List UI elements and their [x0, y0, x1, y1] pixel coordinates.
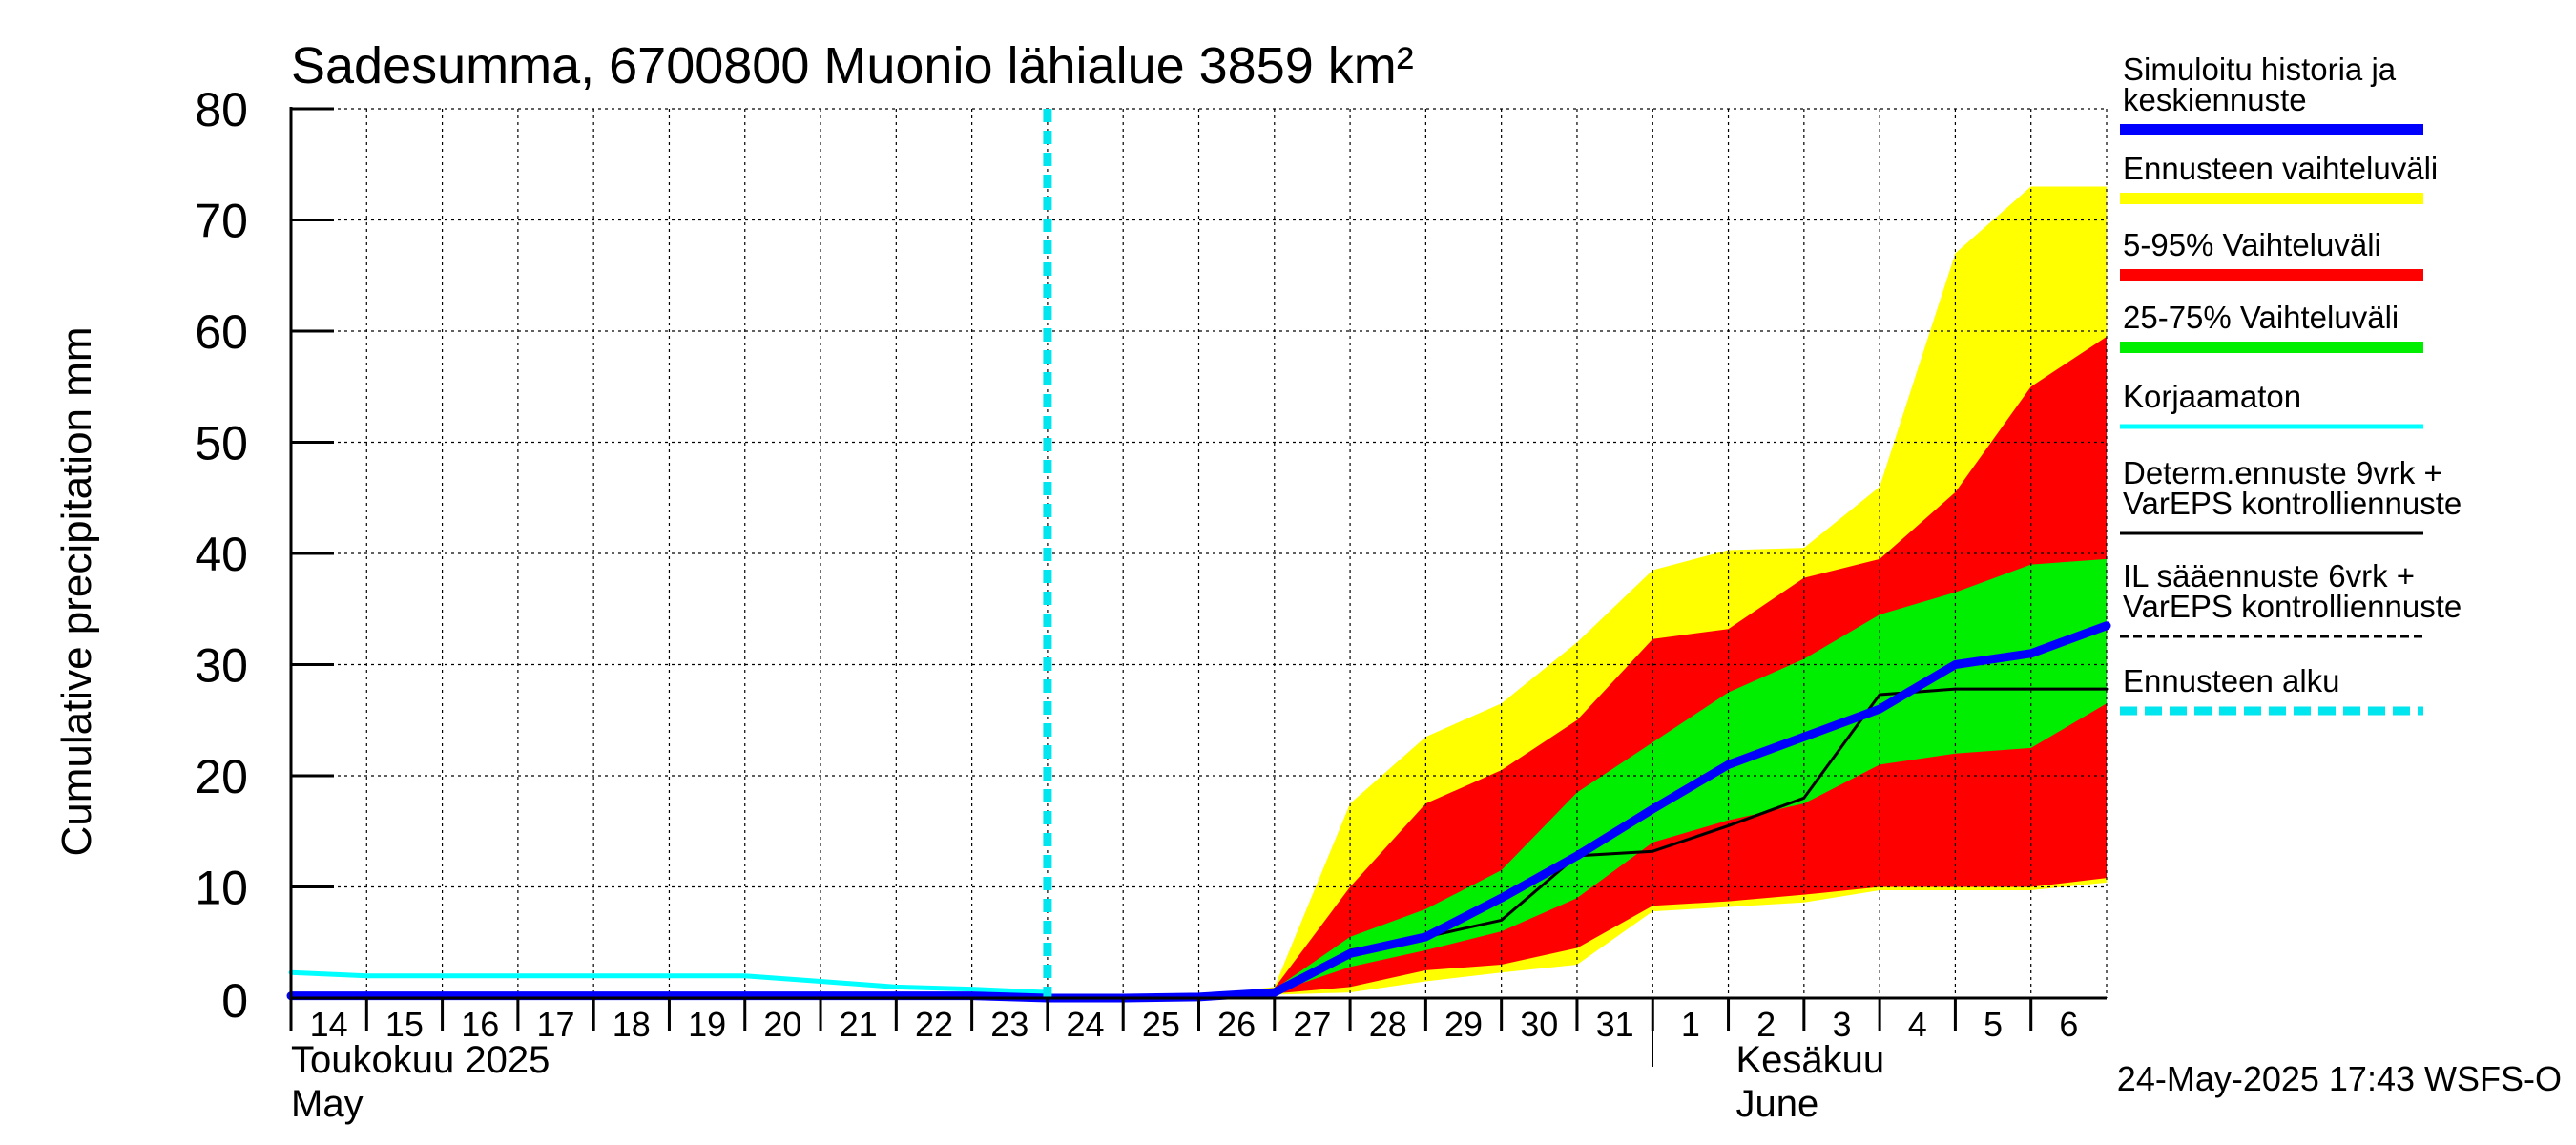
x-tick-label: 24: [1067, 1005, 1105, 1044]
y-tick-label: 20: [195, 750, 248, 803]
x-tick-label: 31: [1596, 1005, 1634, 1044]
legend-item-4: 25-75% Vaihteluväli: [2120, 300, 2423, 353]
x-tick-label: 17: [536, 1005, 574, 1044]
legend-label: 5-95% Vaihteluväli: [2123, 227, 2381, 262]
x-tick-label: 23: [990, 1005, 1028, 1044]
x-tick-label: 2: [1756, 1005, 1776, 1044]
month-label-june-en: June: [1735, 1083, 1818, 1125]
x-tick-label: 30: [1520, 1005, 1558, 1044]
legend-item-3: 5-95% Vaihteluväli: [2120, 227, 2423, 281]
x-tick-label: 26: [1217, 1005, 1256, 1044]
x-tick-label: 28: [1369, 1005, 1407, 1044]
x-tick-label: 19: [688, 1005, 726, 1044]
y-tick-label: 0: [221, 974, 248, 1028]
y-tick-label: 70: [195, 195, 248, 248]
chart-title: Sadesumma, 6700800 Muonio lähialue 3859 …: [291, 37, 1414, 94]
x-tick-label: 20: [763, 1005, 801, 1044]
legend-label: Ennusteen vaihteluväli: [2123, 151, 2438, 186]
legend-item-7: IL sääennuste 6vrk + VarEPS kontrollienn…: [2120, 558, 2462, 638]
band-3: [1047, 558, 2107, 998]
x-tick-label: 29: [1444, 1005, 1483, 1044]
x-tick-label: 4: [1908, 1005, 1927, 1044]
legend-label: Simuloitu historia ja: [2123, 52, 2397, 87]
x-tick-label: 3: [1832, 1005, 1851, 1044]
y-tick-label: 80: [195, 83, 248, 136]
x-tick-label: 22: [915, 1005, 953, 1044]
x-tick-label: 16: [461, 1005, 499, 1044]
timestamp: 24-May-2025 17:43 WSFS-O: [2117, 1059, 2562, 1098]
legend-label: IL sääennuste 6vrk +: [2123, 558, 2415, 593]
x-tick-label: 1: [1681, 1005, 1700, 1044]
month-label-june-fi: Kesäkuu: [1735, 1039, 1884, 1081]
x-tick-label: 5: [1984, 1005, 2003, 1044]
y-tick-label: 30: [195, 639, 248, 693]
legend-label: Ennusteen alku: [2123, 663, 2340, 698]
y-axis-label: Cumulative precipitation mm: [53, 326, 100, 856]
legend-label: VarEPS kontrolliennuste: [2123, 486, 2462, 521]
series-line-1: [288, 969, 1050, 995]
band-2: [1047, 336, 2107, 998]
legend-item-2: Ennusteen vaihteluväli: [2120, 151, 2438, 204]
legend-label: 25-75% Vaihteluväli: [2123, 300, 2399, 335]
plot-area: [286, 108, 2111, 1003]
y-tick-label: 40: [195, 528, 248, 581]
x-tick-label: 15: [385, 1005, 424, 1044]
x-tick-label: 14: [310, 1005, 348, 1044]
y-tick-label: 10: [195, 862, 248, 915]
x-tick-label: 25: [1142, 1005, 1180, 1044]
legend-item-6: Determ.ennuste 9vrk +VarEPS kontrollienn…: [2120, 455, 2462, 535]
month-label-may-fi: Toukokuu 2025: [291, 1039, 550, 1081]
y-axis: 0 10 20 30 40 50 60 70 80: [195, 83, 334, 1028]
x-tick-label: 18: [613, 1005, 651, 1044]
y-tick-label: 50: [195, 417, 248, 470]
legend-label: VarEPS kontrolliennuste: [2123, 589, 2462, 624]
y-tick-label: 60: [195, 305, 248, 359]
legend-label: Korjaamaton: [2123, 379, 2301, 414]
x-tick-label: 21: [840, 1005, 878, 1044]
x-tick-label: 6: [2059, 1005, 2078, 1044]
x-tick-label: 27: [1293, 1005, 1331, 1044]
legend-item-8: Ennusteen alku: [2120, 663, 2423, 716]
legend-item-5: Korjaamaton: [2120, 379, 2423, 429]
legend-label: Determ.ennuste 9vrk +: [2123, 455, 2442, 490]
legend-label: keskiennuste: [2123, 82, 2307, 117]
x-axis: 14 15 16 17 18 19 20 21 22 23 24 25 26 27 28 29 30 31 1 2 3 4…: [289, 996, 2107, 1125]
month-label-may-en: May: [291, 1083, 364, 1125]
